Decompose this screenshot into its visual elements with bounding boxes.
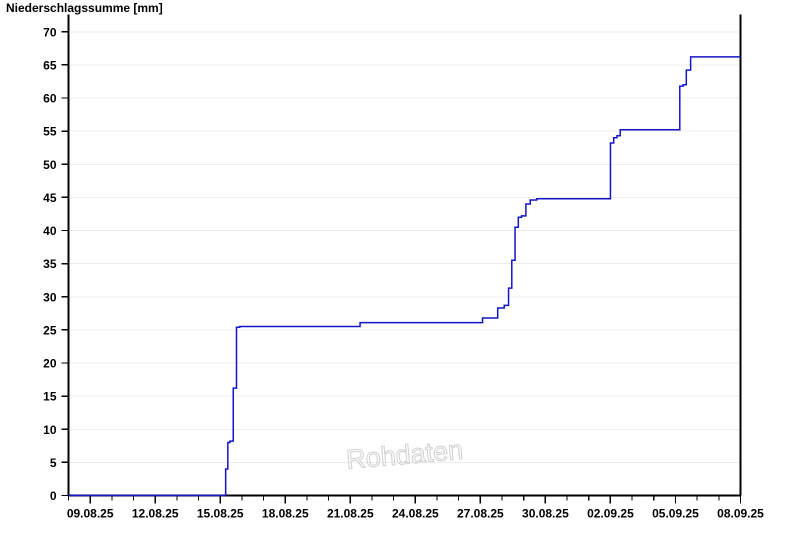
y-axis-labels-group: 0 5 10 15 20 25 30 35 40 45 50 55 60 65 70	[43, 25, 57, 503]
x-axis-labels-group: 09.08.25 12.08.25 15.08.25 18.08.25 21.08.25…	[67, 507, 764, 521]
svg-text:09.08.25: 09.08.25	[67, 507, 114, 521]
svg-text:05.09.25: 05.09.25	[652, 507, 699, 521]
svg-text:12.08.25: 12.08.25	[132, 507, 179, 521]
svg-text:55: 55	[43, 125, 57, 139]
svg-text:24.08.25: 24.08.25	[392, 507, 439, 521]
svg-text:15: 15	[43, 390, 57, 404]
chart-title: Niederschlagssumme [mm]	[6, 1, 163, 15]
svg-text:20: 20	[43, 357, 57, 371]
svg-text:40: 40	[43, 224, 57, 238]
svg-text:35: 35	[43, 257, 57, 271]
svg-text:45: 45	[43, 191, 57, 205]
svg-text:70: 70	[43, 25, 57, 39]
svg-text:18.08.25: 18.08.25	[262, 507, 309, 521]
svg-text:21.08.25: 21.08.25	[327, 507, 374, 521]
svg-text:15.08.25: 15.08.25	[197, 507, 244, 521]
svg-text:02.09.25: 02.09.25	[587, 507, 634, 521]
precipitation-sum-line	[68, 56, 741, 497]
svg-text:65: 65	[43, 58, 57, 72]
svg-text:30.08.25: 30.08.25	[522, 507, 569, 521]
svg-text:25: 25	[43, 323, 57, 337]
svg-text:08.09.25: 08.09.25	[717, 507, 764, 521]
svg-text:60: 60	[43, 92, 57, 106]
y-axis-ticks-group	[61, 31, 69, 497]
svg-text:27.08.25: 27.08.25	[457, 507, 504, 521]
svg-text:0: 0	[50, 489, 57, 503]
svg-text:50: 50	[43, 158, 57, 172]
gridlines-group	[68, 31, 741, 463]
svg-text:10: 10	[43, 423, 57, 437]
x-axis-ticks-group	[67, 495, 742, 504]
svg-text:5: 5	[50, 456, 57, 470]
svg-text:30: 30	[43, 290, 57, 304]
